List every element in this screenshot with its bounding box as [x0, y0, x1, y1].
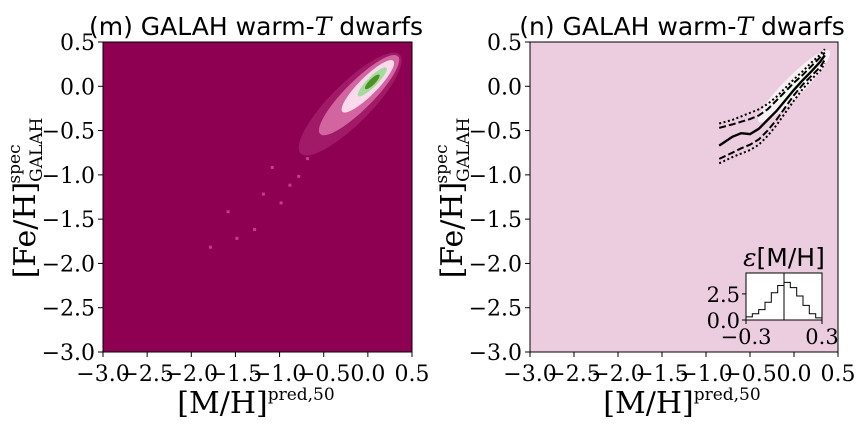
panel-n-xticks: −3.0−2.5−2.0−1.5−1.0−0.5 0.0 0.5: [503, 352, 856, 387]
x-tick-label: 0.5: [395, 362, 430, 387]
panel-n-title-prefix: (n) GALAH warm-: [519, 12, 736, 41]
inset-title-symbol: ε: [743, 243, 756, 272]
density-pixel: [235, 236, 239, 240]
panel-n: (n) GALAH warm-T dwarfs −3.0−2.5−2.0−1.5…: [432, 12, 856, 421]
inset-frame: [745, 272, 823, 321]
x-tick-label: 0.0: [777, 362, 812, 387]
density-pixel: [297, 174, 301, 178]
series-line-dotted-3: [718, 48, 826, 125]
x-tick-label: −3.0: [76, 362, 129, 387]
panel-m-title-italic: T: [315, 12, 334, 41]
panel-n-ylabel: [Fe/H]GALAHspec: [432, 118, 474, 279]
panel-n-yticks: −3.0 −2.5 −2.0 −1.5 −1.0 −0.5 0.0 0.5: [469, 31, 530, 366]
x-tick-label: −1.5: [635, 362, 688, 387]
density-pixel: [226, 210, 230, 214]
panel-n-xlabel-sup: pred,50: [694, 385, 761, 405]
panel-n-ylabel-main: [Fe/H]: [435, 182, 470, 279]
x-tick-label: 0.5: [821, 362, 856, 387]
panel-n-ylabel-sup: spec: [432, 144, 452, 183]
panel-n-density: [757, 50, 831, 123]
y-tick-label: −0.5: [469, 120, 522, 145]
y-tick-label: −3.0: [469, 341, 522, 366]
panel-m-ylabel: [Fe/H]GALAHspec: [5, 118, 47, 279]
y-tick-label: −2.5: [42, 297, 95, 322]
panel-m-xticks: −3.0−2.5−2.0−1.5−1.0−0.5 0.0 0.5: [76, 352, 430, 387]
inset-histogram: ε[M/H] −0.3 0.3 0.02.5: [707, 243, 839, 349]
y-tick-label: −2.5: [469, 297, 522, 322]
x-tick-label: −2.0: [591, 362, 644, 387]
panel-m-xlabel: [M/H]pred,50: [177, 385, 334, 421]
y-tick-label: −2.0: [42, 252, 95, 277]
panel-m-frame: [102, 41, 413, 353]
panel-m-title-prefix: (m) GALAH warm-: [89, 12, 315, 41]
inset-title-text: [M/H]: [757, 243, 825, 272]
y-tick-label: −1.5: [469, 208, 522, 233]
y-tick-label: −2.0: [469, 252, 522, 277]
series-line-solid-0: [718, 54, 826, 147]
y-tick-label: −0.5: [42, 120, 95, 145]
x-tick-label: −1.0: [679, 362, 732, 387]
panel-m-density: [208, 52, 402, 249]
panel-m-title: (m) GALAH warm-T dwarfs: [89, 12, 423, 41]
x-tick-label: −1.5: [209, 362, 262, 387]
panel-n-title-suffix: dwarfs: [753, 12, 845, 41]
x-tick-label: −1.0: [253, 362, 306, 387]
density-pixel: [306, 157, 310, 161]
panel-m-xlabel-sup: pred,50: [268, 385, 335, 405]
panel-n-lines: [718, 48, 826, 165]
panel-m-ylabel-sub: GALAH: [27, 118, 47, 182]
density-pixel: [288, 183, 292, 187]
density-pixel: [279, 201, 283, 205]
series-line-dashed-1: [718, 51, 826, 129]
y-tick-label: −3.0: [42, 341, 95, 366]
y-tick-label: 0.5: [60, 31, 95, 56]
inset-y-tick-label: 0.0: [707, 309, 740, 333]
density-pixel: [261, 192, 265, 196]
density-core: [776, 60, 820, 104]
x-tick-label: −0.5: [297, 362, 350, 387]
x-tick-label: 0.0: [350, 362, 385, 387]
inset-xticks: −0.3 0.3: [721, 320, 839, 349]
y-tick-label: 0.5: [487, 31, 522, 56]
x-tick-label: −3.0: [503, 362, 556, 387]
series-line-dashed-2: [718, 59, 826, 160]
panel-n-frame: [529, 41, 839, 353]
y-tick-label: 0.0: [60, 75, 95, 100]
y-tick-label: −1.0: [469, 164, 522, 189]
panel-m-ylabel-main: [Fe/H]: [8, 182, 43, 279]
panel-n-title: (n) GALAH warm-T dwarfs: [519, 12, 844, 41]
panel-m-title-suffix: dwarfs: [331, 12, 423, 41]
density-pixel: [270, 166, 274, 169]
panel-n-xlabel: [M/H]pred,50: [603, 385, 760, 421]
panel-m-ylabel-sup: spec: [5, 144, 25, 183]
panel-n-title-italic: T: [736, 12, 755, 41]
y-tick-label: −1.0: [42, 164, 95, 189]
y-tick-label: −1.5: [42, 208, 95, 233]
series-line-dotted-4: [718, 62, 826, 165]
inset-title: ε[M/H]: [743, 243, 825, 272]
density-peak-core: [364, 74, 380, 90]
density-pixel: [253, 228, 257, 231]
panel-m-yticks: −3.0 −2.5 −2.0 −1.5 −1.0 −0.5 0.0 0.5: [42, 31, 103, 366]
x-tick-label: −0.5: [723, 362, 776, 387]
y-tick-label: 0.0: [487, 75, 522, 100]
panel-n-xlabel-main: [M/H]: [603, 386, 693, 421]
inset-x-tick-label: −0.3: [721, 325, 772, 349]
inset-x-tick-label: 0.3: [805, 325, 838, 349]
inset-y-tick-label: 2.5: [707, 283, 740, 307]
panel-m-xlabel-main: [M/H]: [177, 386, 267, 421]
panel-m: (m) GALAH warm-T dwarfs −3.0−2.5−2.0−1.5…: [5, 12, 430, 421]
x-tick-label: −2.0: [165, 362, 218, 387]
density-pixel: [208, 245, 212, 249]
panel-n-ylabel-sub: GALAH: [454, 118, 474, 182]
x-tick-label: −2.5: [547, 362, 600, 387]
inset-yticks: 0.02.5: [707, 283, 746, 333]
inset-bars: [745, 273, 823, 320]
x-tick-label: −2.5: [120, 362, 173, 387]
